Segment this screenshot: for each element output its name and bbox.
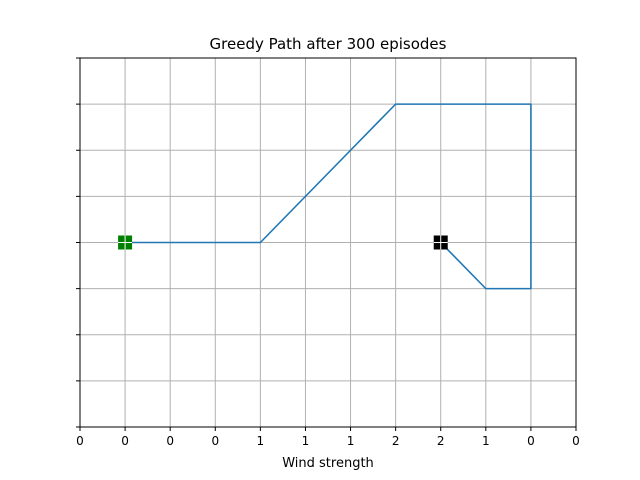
x-tick-label: 0 xyxy=(527,434,535,448)
y-axis xyxy=(76,57,80,428)
x-tick-label: 2 xyxy=(437,434,445,448)
marker-layer xyxy=(118,235,448,250)
x-tick-label: 0 xyxy=(572,434,580,448)
x-tick-label: 1 xyxy=(257,434,265,448)
x-tick-label: 1 xyxy=(347,434,355,448)
x-tick-label: 0 xyxy=(166,434,174,448)
greedy-path-line xyxy=(125,103,532,290)
x-tick-label: 0 xyxy=(211,434,219,448)
x-axis: 0 0 0 0 1 1 1 2 2 1 0 0 xyxy=(76,427,580,448)
x-tick-label: 2 xyxy=(392,434,400,448)
x-tick-label: 1 xyxy=(482,434,490,448)
series-layer xyxy=(125,103,532,290)
x-tick-label: 0 xyxy=(76,434,84,448)
x-axis-label: Wind strength xyxy=(282,456,374,471)
x-tick-label: 0 xyxy=(121,434,129,448)
x-tick-label: 1 xyxy=(302,434,310,448)
chart-title: Greedy Path after 300 episodes xyxy=(210,35,447,53)
